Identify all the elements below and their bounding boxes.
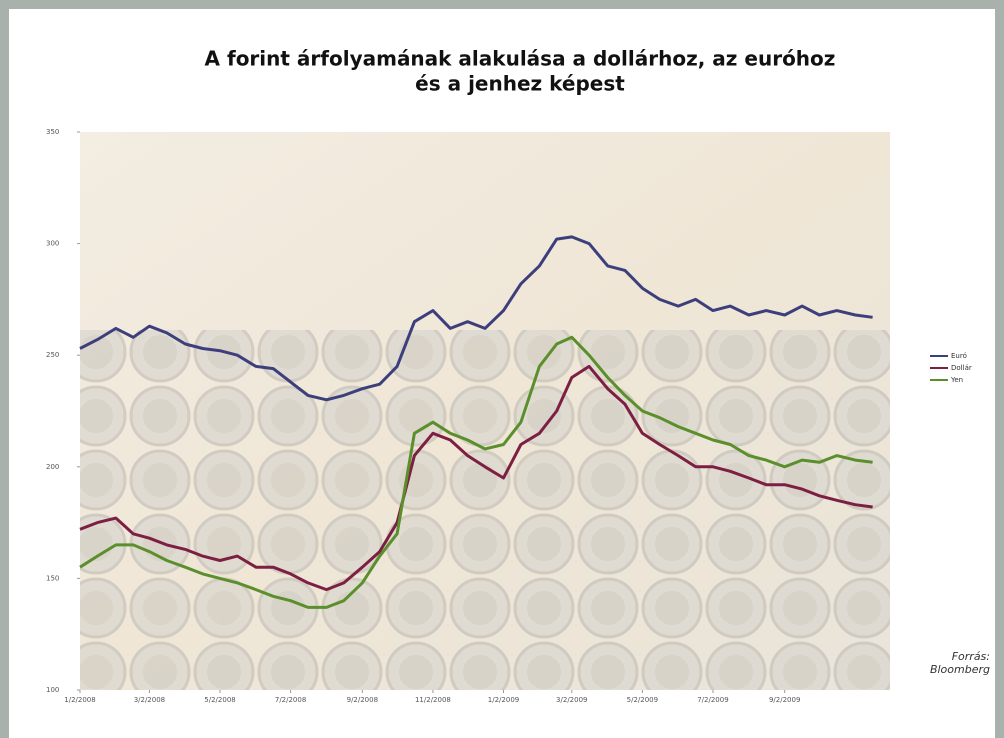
y-tick-label: 200 (46, 463, 59, 471)
x-tick-label: 9/2/2009 (769, 696, 800, 704)
plot-decoration (80, 330, 890, 690)
legend-label: Euró (951, 352, 967, 360)
x-tick-label: 5/2/2008 (204, 696, 235, 704)
legend-label: Yen (950, 376, 963, 384)
x-tick-label: 1/2/2009 (488, 696, 519, 704)
x-tick-label: 9/2/2008 (347, 696, 378, 704)
source: Forrás: Bloomberg (900, 650, 990, 676)
x-tick-label: 7/2/2008 (275, 696, 306, 704)
x-tick-label: 1/2/2008 (64, 696, 95, 704)
chart-title: A forint árfolyamának alakulása a dollár… (205, 47, 836, 71)
y-tick-label: 150 (46, 574, 59, 582)
y-tick-label: 100 (46, 686, 59, 694)
source-box: Forrás: Bloomberg (900, 650, 990, 690)
x-tick-label: 11/2/2008 (415, 696, 451, 704)
x-tick-label: 3/2/2008 (134, 696, 165, 704)
x-tick-label: 3/2/2009 (556, 696, 587, 704)
legend-label: Dollár (951, 364, 972, 372)
chart: A forint árfolyamának alakulása a dollár… (0, 0, 1004, 738)
x-tick-label: 5/2/2009 (627, 696, 658, 704)
x-tick-label: 7/2/2009 (697, 696, 728, 704)
chart-subtitle: és a jenhez képest (415, 72, 625, 96)
y-tick-label: 350 (46, 128, 59, 136)
y-tick-label: 250 (46, 351, 59, 359)
y-tick-label: 300 (46, 240, 59, 248)
